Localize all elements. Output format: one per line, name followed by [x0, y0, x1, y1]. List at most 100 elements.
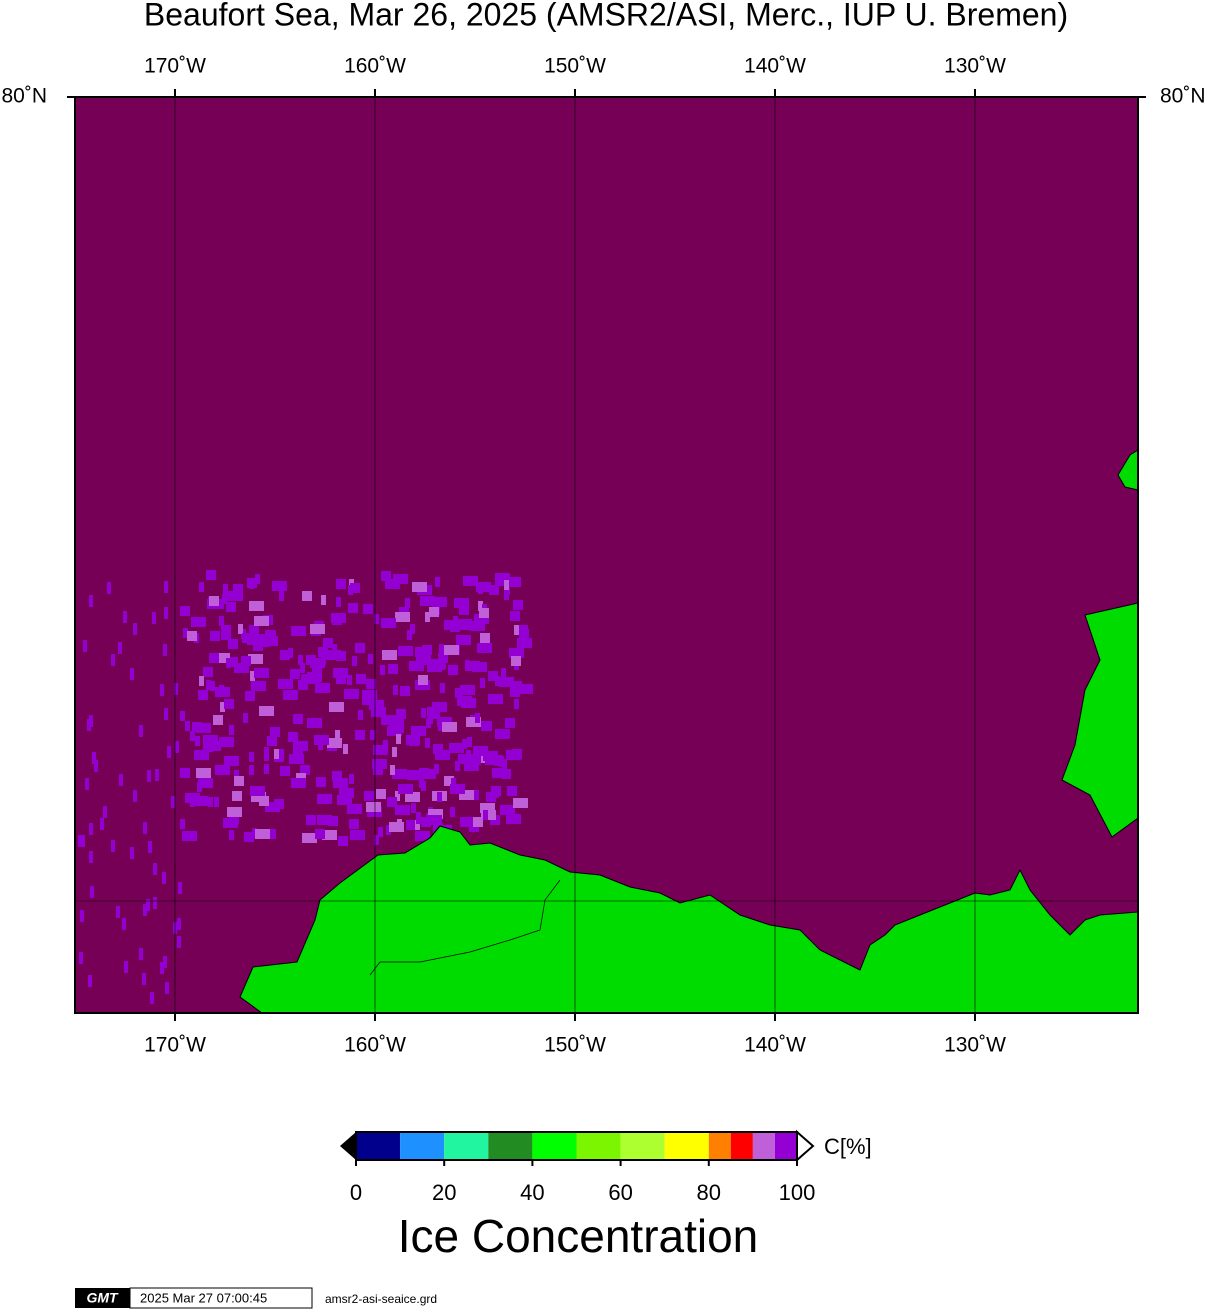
- ice-speckle-cell: [250, 634, 265, 644]
- ice-speckle-cell: [153, 863, 157, 875]
- ice-speckle-cell: [103, 806, 107, 818]
- ice-speckle-cell: [165, 982, 169, 994]
- ice-speckle-cell: [196, 768, 211, 778]
- ice-speckle-cell: [187, 631, 197, 641]
- ice-speckle-cell: [511, 656, 521, 666]
- ice-speckle-cell: [243, 713, 248, 723]
- ice-speckle-cell: [251, 681, 266, 691]
- ice-speckle-cell: [458, 754, 468, 764]
- ice-speckle-cell: [409, 736, 419, 746]
- lon-label: 130˚W: [944, 55, 1006, 78]
- ice-speckle-cell: [219, 616, 224, 626]
- ice-speckle-cell: [130, 668, 134, 680]
- ice-speckle-cell: [279, 591, 284, 601]
- ice-speckle-cell: [366, 679, 376, 689]
- ice-speckle-cell: [124, 961, 128, 973]
- ice-speckle-cell: [327, 738, 342, 748]
- ice-speckle-cell: [171, 796, 175, 808]
- border: [369, 879, 561, 976]
- lat-label: 80˚N: [1, 85, 47, 108]
- ice-speckle-cell: [224, 699, 234, 709]
- ice-speckle-cell: [244, 832, 254, 842]
- ice-speckle-cell: [476, 582, 491, 592]
- colorbar-tick-label: 100: [779, 1180, 816, 1205]
- ice-speckle-cell: [228, 657, 238, 667]
- ice-speckle-cell: [438, 653, 448, 663]
- ice-speckle-cell: [312, 664, 322, 674]
- ice-speckle-cell: [315, 683, 330, 693]
- ice-speckle-cell: [252, 828, 257, 838]
- colorbar-bin: [356, 1132, 401, 1160]
- ice-speckle-cell: [317, 815, 332, 825]
- ice-speckle-cell: [229, 830, 234, 840]
- ice-speckle-cell: [421, 708, 426, 718]
- ice-speckle-cell: [411, 803, 416, 813]
- ice-speckle-cell: [486, 792, 496, 802]
- ice-speckle-cell: [396, 709, 406, 719]
- ice-speckle-cell: [298, 680, 308, 690]
- ice-speckle-cell: [234, 663, 249, 673]
- colorbar-bin: [752, 1132, 775, 1160]
- ice-speckle-cell: [123, 611, 127, 623]
- ice-speckle-cell: [241, 656, 251, 666]
- ice-speckle-cell: [180, 819, 185, 829]
- ice-speckle-cell: [333, 778, 348, 788]
- ice-speckle-cell: [214, 797, 219, 807]
- ice-speckle-cell: [249, 765, 254, 775]
- ice-speckle-cell: [234, 770, 239, 780]
- ice-speckle-cell: [143, 822, 147, 834]
- ice-speckle-cell: [229, 815, 239, 825]
- ice-speckle-cell: [139, 948, 143, 960]
- ice-speckle-cell: [355, 643, 365, 653]
- ice-speckle-cell: [209, 653, 219, 663]
- ice-speckle-cell: [219, 737, 234, 747]
- ice-speckle-cell: [180, 768, 190, 778]
- ice-speckle-cell: [425, 738, 430, 748]
- ice-speckle-cell: [442, 722, 457, 732]
- ice-speckle-cell: [456, 620, 471, 630]
- ice-speckle-cell: [353, 603, 358, 613]
- ice-speckle-cell: [255, 829, 270, 839]
- ice-speckle-cell: [147, 770, 151, 782]
- ice-speckle-cell: [288, 732, 298, 742]
- ice-speckle-cell: [78, 835, 82, 847]
- file-name: amsr2-asi-seaice.grd: [325, 1292, 437, 1306]
- ice-speckle-cell: [219, 685, 224, 695]
- ice-speckle-cell: [464, 761, 479, 771]
- ice-speckle-cell: [302, 833, 317, 843]
- colorbar-tick-label: 60: [608, 1180, 632, 1205]
- ice-speckle-cell: [383, 740, 388, 750]
- ice-speckle-cell: [232, 791, 242, 801]
- ice-speckle-cell: [444, 645, 459, 655]
- ice-speckle-cell: [152, 612, 156, 624]
- colorbar-bin: [532, 1132, 577, 1160]
- ice-speckle-cell: [350, 583, 360, 593]
- colorbar-high: [796, 1129, 815, 1163]
- ice-speckle-cell: [358, 710, 363, 720]
- ice-speckle-cell: [164, 581, 168, 593]
- ice-speckle-cell: [431, 659, 446, 669]
- ice-speckle-cell: [396, 734, 401, 744]
- ice-speckle-cell: [210, 681, 215, 691]
- ice-speckle-cell: [177, 936, 181, 948]
- ice-speckle-cell: [94, 760, 98, 772]
- ice-speckle-cell: [504, 590, 509, 600]
- ice-speckle-cell: [489, 585, 499, 595]
- logo: GMT: [86, 1290, 119, 1306]
- ice-speckle-cell: [396, 574, 406, 584]
- ice-speckle-cell: [467, 737, 472, 747]
- ice-speckle-cell: [143, 904, 147, 916]
- ice-speckle-cell: [433, 744, 443, 754]
- land: [239, 825, 1139, 1014]
- ice-speckle-cell: [470, 621, 485, 631]
- ice-speckle-cell: [150, 992, 154, 1004]
- ice-speckle-cell: [495, 576, 510, 586]
- ice-speckle-cell: [478, 601, 483, 611]
- ice-speckle-cell: [215, 653, 230, 663]
- ice-speckle-cell: [310, 658, 325, 668]
- ice-speckle-cell: [392, 747, 397, 757]
- ice-speckle-cell: [462, 739, 467, 749]
- ice-speckle-cell: [329, 702, 344, 712]
- ice-speckle-cell: [272, 581, 287, 591]
- ice-speckle-cell: [472, 662, 487, 672]
